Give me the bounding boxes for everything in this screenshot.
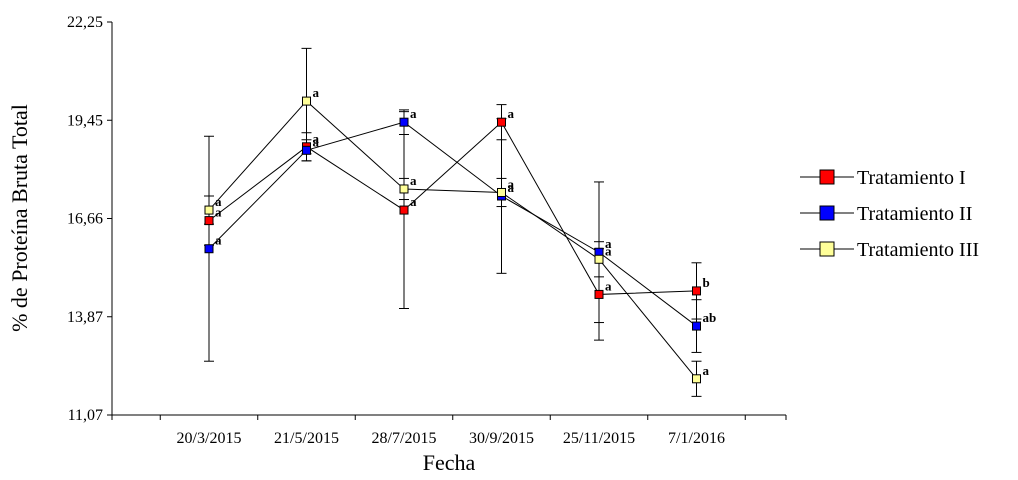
legend-swatch xyxy=(819,169,835,185)
significance-label: b xyxy=(703,275,710,290)
series-line-tratamiento-ii xyxy=(208,121,697,327)
x-axis-title: Fecha xyxy=(423,450,476,475)
legend-swatch xyxy=(819,205,835,221)
y-tick-label: 16,66 xyxy=(67,211,103,228)
x-tick-label: 20/3/2015 xyxy=(177,430,242,447)
x-tick-label: 25/11/2015 xyxy=(563,430,635,447)
data-point-tratamiento-iii xyxy=(497,187,506,197)
y-tick-label: 22,25 xyxy=(67,14,103,31)
data-point-tratamiento-i xyxy=(399,205,409,215)
data-point-tratamiento-iii xyxy=(594,254,604,264)
significance-label: a xyxy=(605,236,612,251)
series-lines xyxy=(208,100,697,380)
significance-label: a xyxy=(313,85,320,100)
y-tick-label: 11,07 xyxy=(68,407,103,424)
series-line-tratamiento-iii xyxy=(208,100,697,380)
significance-label: a xyxy=(215,205,222,220)
series-line-tratamiento-i xyxy=(208,121,697,295)
legend-label: Tratamiento III xyxy=(857,239,979,261)
series-markers xyxy=(204,96,701,384)
significance-label: a xyxy=(508,106,515,121)
data-point-tratamiento-ii xyxy=(692,321,701,331)
data-point-tratamiento-i xyxy=(204,216,214,226)
axes: 11,07 13,87 16,66 19,45 22,25 20/3/2015 21/5/2… xyxy=(67,14,787,447)
data-point-tratamiento-i xyxy=(497,117,506,127)
significance-label: a xyxy=(313,134,320,149)
legend-label: Tratamiento I xyxy=(857,167,966,189)
y-tick-label: 13,87 xyxy=(67,309,103,326)
data-point-tratamiento-iii xyxy=(302,96,311,106)
legend-label: Tratamiento II xyxy=(857,203,972,225)
significance-label: a xyxy=(508,176,515,191)
data-point-tratamiento-i xyxy=(692,286,701,296)
significance-label: ab xyxy=(703,310,717,325)
legend-swatch xyxy=(819,241,835,257)
y-tick-label: 19,45 xyxy=(67,112,103,129)
significance-label: a xyxy=(410,106,417,121)
error-bars xyxy=(204,47,702,397)
x-tick-label: 21/5/2015 xyxy=(274,430,339,447)
significance-label: a xyxy=(410,194,417,209)
data-point-tratamiento-iii xyxy=(692,374,701,384)
y-axis-title: % de Proteína Bruta Total xyxy=(7,104,32,332)
significance-label: a xyxy=(215,233,222,248)
data-point-tratamiento-i xyxy=(594,289,604,299)
data-point-tratamiento-iii xyxy=(399,184,409,194)
significance-label: a xyxy=(508,180,515,195)
significance-label: a xyxy=(410,173,417,188)
significance-label: a xyxy=(605,243,612,258)
x-tick-label: 28/7/2015 xyxy=(372,430,437,447)
significance-label: a xyxy=(605,278,612,293)
data-point-tratamiento-ii xyxy=(204,244,214,254)
data-point-tratamiento-ii xyxy=(302,145,311,155)
significance-label: a xyxy=(215,194,222,209)
significance-label: a xyxy=(703,363,710,378)
data-point-tratamiento-iii xyxy=(204,205,214,215)
x-tick-label: 30/9/2015 xyxy=(469,430,534,447)
x-tick-label: 7/1/2016 xyxy=(668,430,725,447)
significance-label: a xyxy=(313,131,320,146)
legend: Tratamiento I Tratamiento II Tratamiento I… xyxy=(800,167,979,261)
data-point-tratamiento-ii xyxy=(399,117,409,127)
